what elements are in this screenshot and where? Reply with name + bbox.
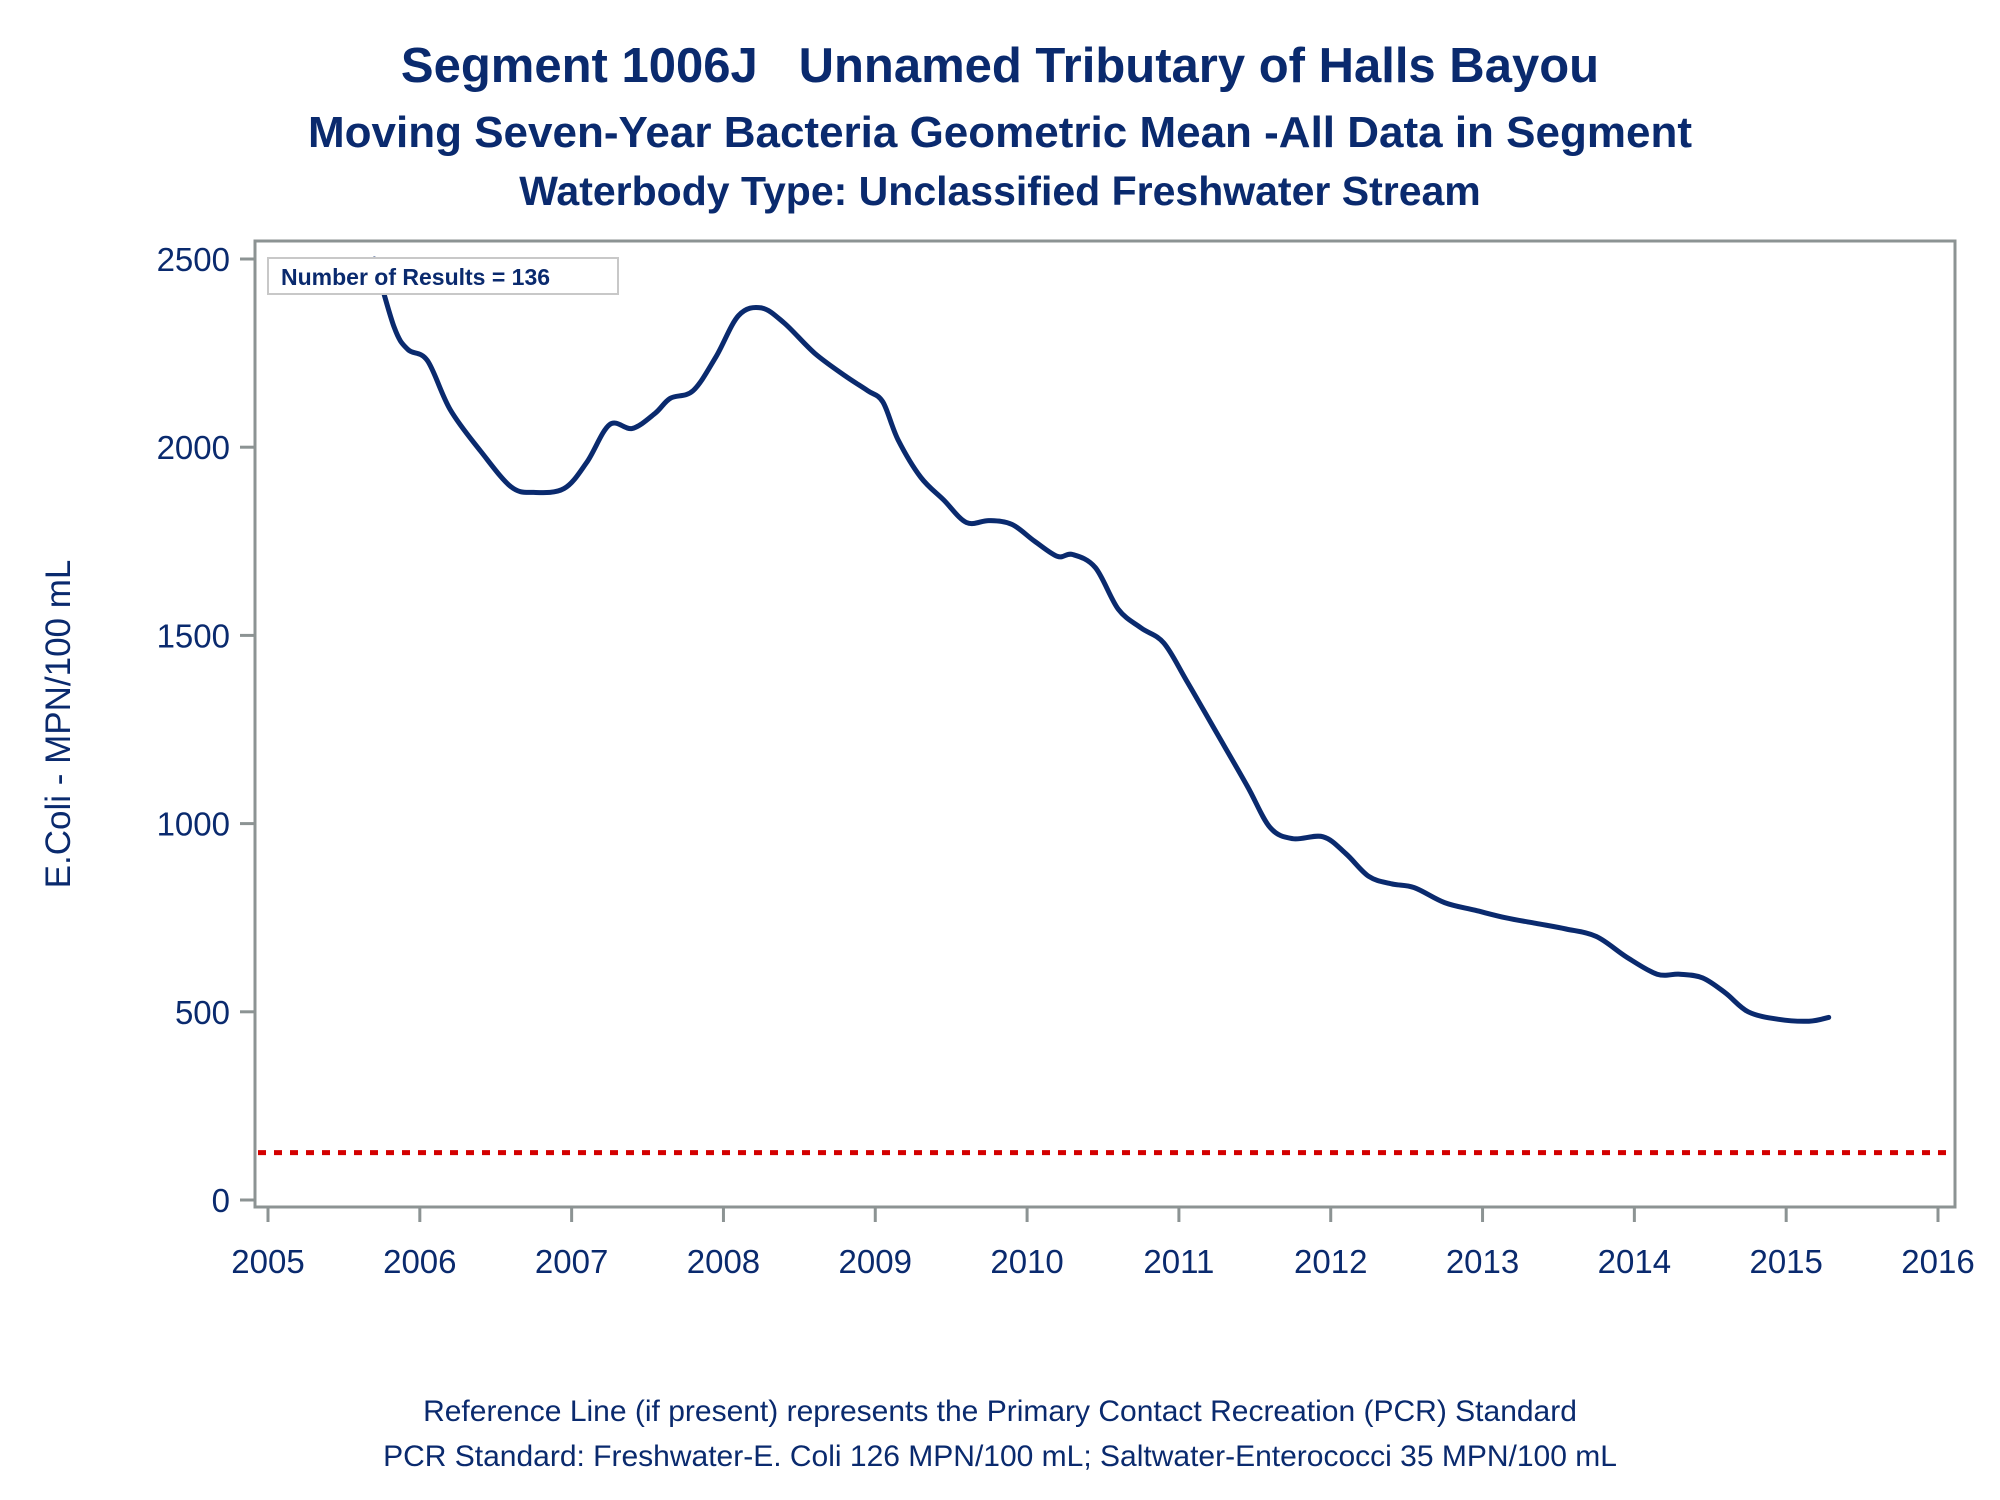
x-tick-label: 2012 [1294,1243,1367,1280]
chart-subtitle: Moving Seven-Year Bacteria Geometric Mea… [308,108,1692,157]
y-tick-label: 2500 [157,241,230,278]
footnote-standard: PCR Standard: Freshwater-E. Coli 126 MPN… [383,1440,1617,1473]
footnote-reference: Reference Line (if present) represents t… [423,1395,1577,1428]
x-tick-label: 2011 [1143,1243,1214,1280]
y-tick-label: 500 [175,994,230,1031]
x-tick-label: 2006 [383,1243,456,1280]
results-count-box [267,257,619,295]
y-tick-label: 0 [212,1182,230,1219]
y-tick-label: 1000 [157,806,230,843]
y-tick-label: 2000 [157,429,230,466]
chart-subtitle-waterbody: Waterbody Type: Unclassified Freshwater … [519,168,1481,214]
x-tick-label: 2016 [1901,1243,1974,1280]
x-tick-label: 2007 [535,1243,608,1280]
x-tick-label: 2014 [1598,1243,1671,1280]
x-tick-label: 2008 [687,1243,760,1280]
results-count-label: Number of Results = 136 [281,264,550,290]
x-tick-label: 2005 [231,1243,304,1280]
y-tick-label: 1500 [157,617,230,654]
chart-title: Segment 1006J Unnamed Tributary of Halls… [400,39,1600,93]
y-axis-label: E.Coli - MPN/100 mL [39,560,78,889]
x-tick-label: 2015 [1749,1243,1822,1280]
geomean-series-line [371,256,1832,1024]
plot-frame [253,239,1957,1209]
x-tick-label: 2010 [990,1243,1063,1280]
x-tick-label: 2013 [1446,1243,1519,1280]
x-tick-label: 2009 [839,1243,912,1280]
